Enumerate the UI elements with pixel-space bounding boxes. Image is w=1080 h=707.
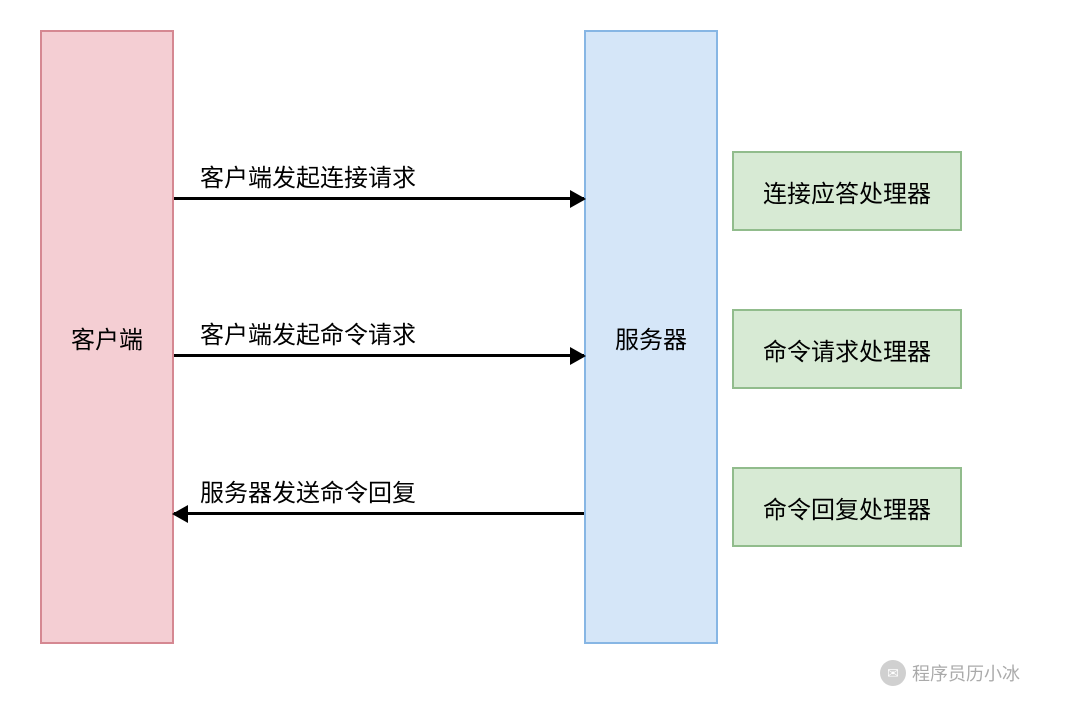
arrow-command-label: 客户端发起命令请求 xyxy=(200,315,416,350)
handler-command-box: 命令请求处理器 xyxy=(732,309,962,389)
server-label: 服务器 xyxy=(615,320,687,355)
arrow-head-icon xyxy=(570,347,586,365)
client-label: 客户端 xyxy=(71,320,143,355)
server-box: 服务器 xyxy=(584,30,718,644)
handler-reply-box: 命令回复处理器 xyxy=(732,467,962,547)
arrow-command-reply xyxy=(174,512,584,515)
arrow-line xyxy=(174,354,584,357)
handler-reply-label: 命令回复处理器 xyxy=(763,490,931,525)
client-box: 客户端 xyxy=(40,30,174,644)
arrow-command-request xyxy=(174,354,584,357)
arrow-reply-label: 服务器发送命令回复 xyxy=(200,473,416,508)
arrow-connect-request xyxy=(174,197,584,200)
handler-connect-box: 连接应答处理器 xyxy=(732,151,962,231)
handler-connect-label: 连接应答处理器 xyxy=(763,174,931,209)
arrow-head-icon xyxy=(172,505,188,523)
arrow-line xyxy=(174,197,584,200)
wechat-icon: ✉ xyxy=(880,660,906,686)
arrow-head-icon xyxy=(570,190,586,208)
arrow-line xyxy=(174,512,584,515)
watermark: ✉ 程序员历小冰 xyxy=(880,660,1020,686)
handler-command-label: 命令请求处理器 xyxy=(763,332,931,367)
arrow-connect-label: 客户端发起连接请求 xyxy=(200,158,416,193)
watermark-text: 程序员历小冰 xyxy=(912,660,1020,686)
